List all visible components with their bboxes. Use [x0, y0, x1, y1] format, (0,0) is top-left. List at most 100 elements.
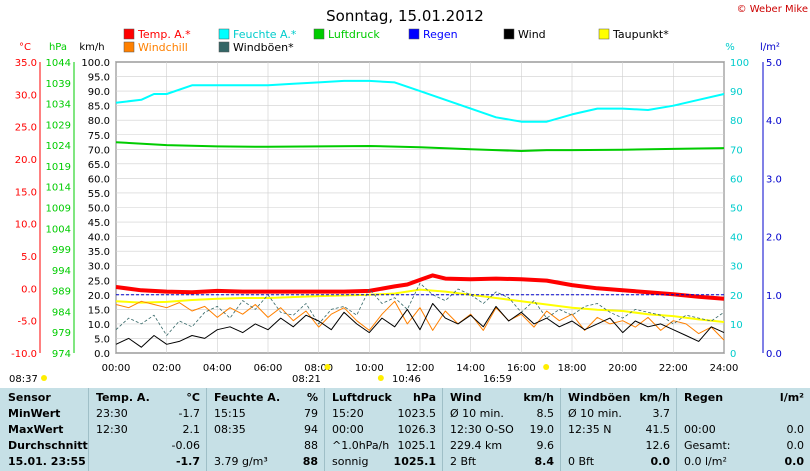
table-cell: 229.4 km	[450, 439, 503, 452]
x-tick-label: 08:00	[304, 363, 333, 374]
wind-tick-label: 25.0	[88, 276, 110, 287]
legend-swatch	[123, 41, 135, 53]
table-cell: 79	[304, 407, 318, 420]
humidity-tick-label: 60	[730, 174, 743, 185]
column-divider	[442, 388, 443, 471]
legend: Temp. A.* Feuchte A.* Luftdruck Regen Wind Ta…	[123, 28, 669, 54]
table-cell: Sensor	[8, 391, 51, 404]
wind-tick-label: 35.0	[88, 247, 110, 258]
legend-label: Windchill	[138, 41, 188, 54]
table-cell: %	[306, 391, 318, 404]
x-tick-label: 16:00	[507, 363, 536, 374]
series-line-4	[115, 300, 725, 341]
pressure-tick-label: 1029	[46, 120, 71, 131]
humidity-tick-label: 50	[730, 204, 743, 215]
table-cell: -0.06	[171, 439, 200, 452]
chart-title: Sonntag, 15.01.2012	[326, 7, 484, 25]
wind-tick-label: 45.0	[88, 218, 110, 229]
wind-axis-unit: km/h	[79, 42, 104, 53]
wind-tick-label: 85.0	[88, 102, 110, 113]
statistics-table: Sensor Temp. A. °C Feuchte A.% Luftdruck hPa W…	[0, 388, 810, 471]
table-cell: 15.01. 23:55	[8, 455, 86, 468]
table-cell: 88	[304, 439, 318, 452]
table-cell: Feuchte A.	[214, 391, 281, 404]
x-tick-label: 12:00	[406, 363, 435, 374]
column-divider	[206, 388, 207, 471]
copyright-label: © Weber Mike	[737, 4, 808, 15]
x-tick-label: 04:00	[203, 363, 232, 374]
table-cell: km/h	[523, 391, 554, 404]
temp-tick-label: 35.0	[15, 58, 37, 69]
table-cell: hPa	[412, 391, 436, 404]
wind-tick-label: 100.0	[81, 58, 110, 69]
table-cell: 0 Bft	[568, 455, 595, 468]
x-tick-label: 18:00	[558, 363, 587, 374]
temp-tick-label: -5.0	[17, 317, 37, 328]
pressure-tick-label: 1019	[46, 162, 71, 173]
pressure-tick-label: 1024	[46, 141, 71, 152]
wind-tick-label: 70.0	[88, 145, 110, 156]
sun-icon	[324, 364, 331, 370]
table-cell: km/h	[639, 391, 670, 404]
humidity-tick-label: 10	[730, 320, 743, 331]
table-cell: 8.5	[536, 407, 555, 420]
temp-tick-label: -10.0	[11, 349, 37, 360]
rain-tick-label: 3.0	[766, 174, 782, 185]
legend-label: Wind	[518, 28, 546, 41]
table-cell: 15:15	[214, 407, 246, 420]
legend-swatch	[408, 28, 420, 40]
table-cell: 19.0	[529, 423, 555, 436]
humidity-tick-label: 40	[730, 233, 743, 244]
table-cell: l/m²	[779, 391, 804, 404]
pressure-axis-unit: hPa	[49, 42, 67, 53]
table-cell: 1025.1	[397, 439, 437, 452]
legend-label: Windböen*	[233, 41, 294, 54]
table-cell: -1.7	[175, 455, 200, 468]
sun-event-label: 10:46	[392, 374, 421, 385]
plot-area	[115, 79, 725, 348]
rain-tick-label: 4.0	[766, 116, 782, 127]
table-cell: 94	[304, 423, 318, 436]
humidity-tick-label: 100	[730, 58, 749, 69]
pressure-tick-label: 994	[52, 266, 71, 277]
wind-tick-label: 95.0	[88, 73, 110, 84]
table-cell: Ø 10 min.	[568, 407, 622, 420]
table-cell: 8.4	[534, 455, 555, 468]
sun-event-label: 08:37	[9, 374, 38, 385]
sun-event-label: 16:59	[483, 374, 512, 385]
series-line-5	[115, 282, 725, 336]
table-cell: Ø 10 min.	[450, 407, 504, 420]
wind-tick-label: 50.0	[88, 204, 110, 215]
wind-tick-label: 60.0	[88, 174, 110, 185]
table-cell: 12:35 N	[568, 423, 612, 436]
humidity-tick-label: 70	[730, 145, 743, 156]
weather-chart: Sonntag, 15.01.2012 © Weber Mike Temp. A…	[9, 4, 808, 385]
table-cell: 9.6	[536, 439, 555, 452]
humidity-tick-label: 80	[730, 116, 743, 127]
legend-label: Luftdruck	[328, 28, 380, 41]
wind-tick-label: 90.0	[88, 87, 110, 98]
table-cell: 1023.5	[397, 407, 437, 420]
sun-event-label: 08:21	[292, 374, 321, 385]
rain-tick-label: 5.0	[766, 58, 782, 69]
temp-tick-label: 15.0	[15, 187, 37, 198]
x-tick-label: 24:00	[710, 363, 739, 374]
sun-events: 08:37 08:21 10:46 16:59	[9, 364, 550, 385]
pressure-tick-label: 979	[52, 328, 71, 339]
table-cell: Temp. A.	[96, 391, 150, 404]
table-cell: ^1.0hPa/h	[332, 439, 390, 452]
column-divider	[676, 388, 677, 471]
table-cell: MinWert	[8, 407, 61, 420]
table-cell: 15:20	[332, 407, 364, 420]
legend-swatch	[123, 28, 135, 40]
rain-axis-unit: l/m²	[760, 42, 780, 53]
table-cell: 00:00	[684, 423, 716, 436]
humidity-tick-label: 30	[730, 262, 743, 273]
wind-tick-label: 65.0	[88, 160, 110, 171]
table-cell: 2 Bft	[450, 455, 477, 468]
table-cell: Windböen	[568, 391, 631, 404]
table-cell: 12:30	[96, 423, 128, 436]
temp-tick-label: 0.0	[21, 284, 37, 295]
x-tick-label: 06:00	[254, 363, 283, 374]
pressure-tick-label: 974	[52, 349, 71, 360]
